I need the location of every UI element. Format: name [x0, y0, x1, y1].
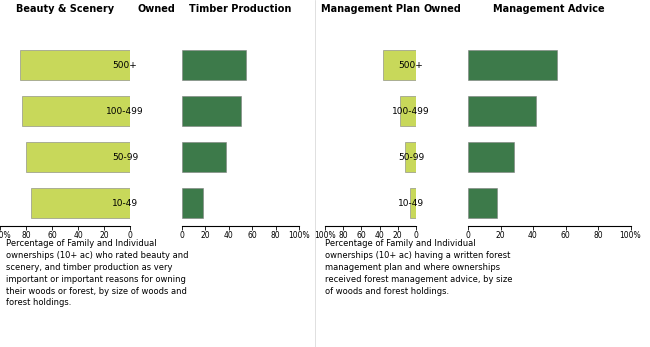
Bar [20, 50, 130, 79]
Bar [384, 50, 416, 79]
Text: Management Plan: Management Plan [321, 4, 420, 14]
Bar [26, 142, 130, 171]
Text: Percentage of Family and Individual
ownerships (10+ ac) who rated beauty and
sce: Percentage of Family and Individual owne… [6, 239, 189, 307]
Bar [468, 142, 514, 171]
Bar [182, 188, 203, 218]
Bar [405, 142, 416, 171]
Text: Timber Production: Timber Production [189, 4, 292, 14]
Bar [31, 188, 130, 218]
Bar [400, 96, 416, 126]
Bar [468, 96, 536, 126]
Text: Beauty & Scenery: Beauty & Scenery [16, 4, 114, 14]
Text: Percentage of Family and Individual
ownerships (10+ ac) having a written forest
: Percentage of Family and Individual owne… [325, 239, 512, 296]
Bar [468, 188, 497, 218]
Bar [182, 142, 226, 171]
Text: Management Advice: Management Advice [493, 4, 605, 14]
Text: Acres
Owned: Acres Owned [137, 0, 175, 14]
Bar [182, 50, 246, 79]
Bar [22, 96, 130, 126]
Bar [468, 50, 558, 79]
Bar [182, 96, 240, 126]
Bar [410, 188, 416, 218]
Text: Acres
Owned: Acres Owned [423, 0, 461, 14]
